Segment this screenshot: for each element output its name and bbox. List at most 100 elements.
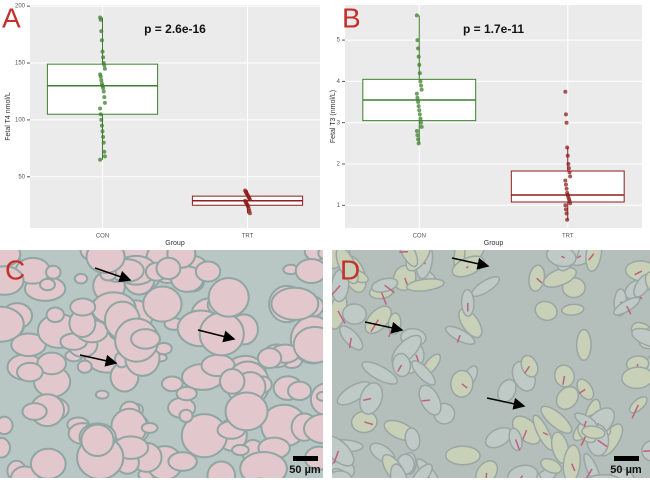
follicle [131,329,160,348]
follicle [240,452,287,478]
follicle [87,241,125,273]
follicle [226,392,268,430]
follicle [180,410,193,422]
point [420,88,424,92]
point [564,112,568,116]
point [417,55,421,59]
point [420,125,424,129]
follicle [258,348,281,368]
y-tick-label: 5 [337,38,341,44]
point [568,170,572,174]
point [102,63,106,67]
y-tick-label: 3 [337,120,341,126]
point [565,212,569,216]
point [103,154,107,158]
follicle [305,243,327,260]
y-axis-label: Fetal T4 nmol/L [5,92,12,141]
follicle [177,387,197,400]
point [248,211,252,215]
point [564,207,568,211]
follicle [294,327,336,363]
scale-bar [293,456,318,461]
scale-bar [614,456,639,461]
point [101,86,105,90]
point [103,67,107,71]
follicle [143,286,181,321]
tubule [342,303,367,325]
point [415,92,419,96]
point [99,75,103,79]
point [417,108,421,112]
point [418,71,422,75]
point [98,158,102,162]
follicle [40,279,55,290]
panel-label: B [342,2,361,33]
point [564,183,568,187]
y-tick-label: 1 [337,203,341,209]
point [416,46,420,50]
scale-label: 50 µm [610,464,642,476]
follicle [196,261,220,281]
point [568,201,572,205]
follicle [47,307,64,322]
vessel [486,473,487,478]
y-tick-label: 4 [337,79,341,85]
x-axis-label: Group [484,240,504,247]
vessel [422,400,430,401]
y-tick-label: 2 [337,162,341,168]
point [99,118,103,122]
follicle [288,382,311,400]
point [99,78,103,82]
follicle [0,438,10,458]
point [99,29,103,33]
follicle [81,425,113,456]
point [416,100,420,104]
micrograph-d [318,234,650,478]
point [417,104,421,108]
follicle [46,266,61,279]
point [99,112,103,116]
tubule [445,446,480,465]
point [101,50,105,54]
panel-label: D [340,254,360,285]
follicle [70,298,95,315]
scale-label: 50 µm [289,464,321,476]
annotation: p = 2.6e-16 [144,22,206,36]
y-tick-label: 150 [15,61,26,67]
point [98,107,102,111]
point [415,133,419,137]
point [418,117,422,121]
point [100,124,104,128]
point [102,141,106,145]
follicle [209,278,249,317]
point [101,55,105,59]
point [415,38,419,42]
point [418,79,422,83]
point [563,203,567,207]
tubule [577,329,591,360]
point [102,150,106,154]
x-axis-label: Group [165,240,185,247]
x-tick-label: TRT [242,234,254,240]
follicle [0,417,13,434]
panel-label: A [2,2,21,33]
point [563,179,567,183]
follicle [22,403,46,420]
follicle [17,363,43,381]
point [566,162,570,166]
point [417,63,421,67]
y-tick-label: 50 [18,174,25,180]
follicle [296,259,327,283]
y-tick-label: 100 [15,117,26,123]
point [565,218,569,222]
follicle [220,369,244,394]
point [417,141,421,145]
point [102,95,106,99]
point [99,18,103,22]
follicle [96,391,109,399]
point [103,101,107,105]
point [568,174,572,178]
follicle [78,361,92,373]
